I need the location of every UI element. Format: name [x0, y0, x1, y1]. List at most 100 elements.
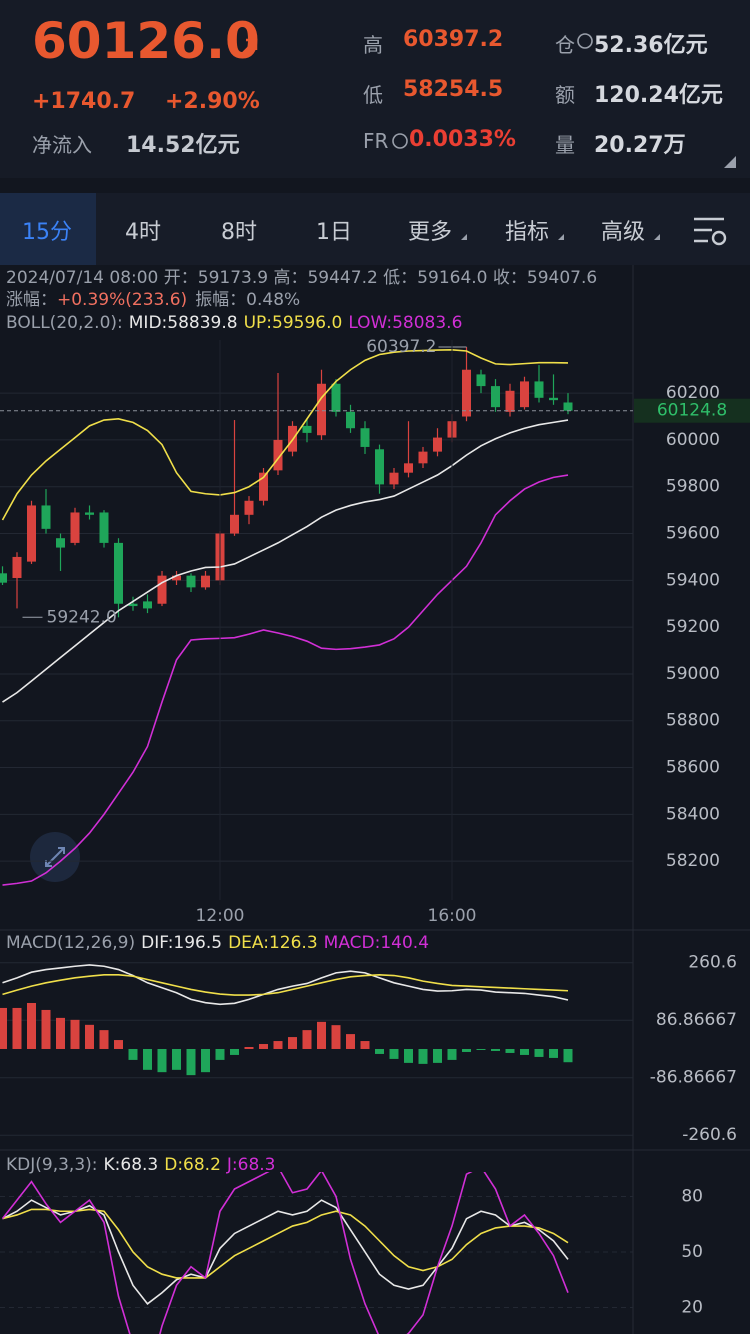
value: 14.52亿元: [126, 133, 240, 158]
info-line: 2024/07/14 08:00 开：59173.9 高：59447.2 低：5…: [6, 268, 597, 288]
histogram-bar: [201, 1048, 210, 1073]
y-tick-label: 60200: [666, 383, 720, 403]
histogram-bar: [447, 1048, 457, 1060]
y-tick-label: 58400: [666, 804, 720, 824]
dropdown-icons: [461, 234, 660, 240]
corner-icon: [724, 156, 736, 168]
label: 额: [555, 83, 575, 107]
histogram-bar: [360, 1041, 370, 1049]
histogram-bar: [27, 1002, 36, 1049]
info-line: 涨幅：+0.39%(233.6) 振幅：0.48%: [6, 290, 300, 310]
y-tick-label: 86.86667: [656, 1010, 737, 1030]
line: [1, 1172, 569, 1334]
histogram-bar: [404, 1048, 413, 1063]
histogram-bar: [85, 1024, 94, 1049]
x-tick-label: 12:00: [196, 906, 245, 926]
label: 量: [555, 133, 575, 157]
candle-body: [230, 514, 239, 534]
settings-icon[interactable]: [694, 217, 727, 246]
legend-item: D:68.2: [164, 1155, 221, 1175]
y-tick-label: 58800: [666, 711, 720, 731]
histogram-bar: [157, 1048, 167, 1073]
candle-body: [375, 449, 384, 485]
candle-body: [186, 575, 196, 588]
line: [1, 349, 569, 521]
tab[interactable]: 8时: [221, 220, 257, 245]
histogram-bar: [534, 1048, 544, 1057]
legend-item: K:68.3: [104, 1155, 159, 1175]
legend-title: KDJ(9,3,3):: [6, 1155, 98, 1175]
histogram-bar: [433, 1048, 442, 1063]
label: 仓: [555, 33, 575, 57]
histogram-bar: [346, 1034, 355, 1049]
plot: [1, 1172, 569, 1334]
candle-body: [27, 505, 36, 562]
line: [2, 974, 569, 996]
candle-body: [85, 512, 94, 515]
tab[interactable]: 1日: [316, 220, 352, 245]
candle-body: [534, 381, 544, 398]
candle-body: [201, 575, 210, 588]
line: [2, 1199, 569, 1305]
value: 120.24亿元: [594, 83, 723, 108]
value: +0.39%(233.6): [57, 290, 187, 310]
candle-body: [259, 472, 268, 501]
candle-body: [418, 451, 428, 464]
y-tick-label: 59400: [666, 570, 720, 590]
legend-title: BOLL(20,2.0):: [6, 313, 123, 333]
legend-item: DIF:196.5: [141, 933, 222, 953]
x-tick-label: 16:00: [428, 906, 477, 926]
histogram-bar: [259, 1044, 268, 1049]
candle-body: [70, 512, 80, 543]
value: 60397.2: [403, 27, 504, 52]
histogram-bar: [317, 1021, 326, 1049]
expand-icon: [45, 847, 65, 867]
histogram-bar: [520, 1048, 529, 1055]
tab[interactable]: 4时: [125, 220, 161, 245]
y-tick-label: 50: [681, 1242, 703, 1262]
y-tick-label: 59200: [666, 617, 720, 637]
histogram-bar: [143, 1048, 152, 1070]
histogram-bar: [563, 1048, 573, 1063]
candle-body: [433, 437, 442, 452]
value: 0.0033%: [409, 127, 516, 152]
tab[interactable]: 15分: [22, 220, 72, 245]
candle-body: [172, 575, 181, 581]
candle-body: [331, 383, 341, 412]
histogram-bar: [215, 1048, 225, 1060]
histogram-bar: [288, 1037, 297, 1049]
candle-body: [302, 425, 312, 433]
legend-item: MACD:140.4: [324, 933, 429, 953]
annotation: 60397.2: [366, 337, 436, 357]
value: 52.36亿元: [594, 33, 708, 58]
legend-item: J:68.3: [226, 1155, 276, 1175]
tab[interactable]: 高级: [600, 220, 646, 245]
candle-body: [360, 428, 370, 447]
candle-body: [143, 601, 152, 609]
y-tick-label: 59600: [666, 524, 720, 544]
histogram-bar: [0, 1007, 7, 1049]
candle-body: [549, 397, 558, 401]
legend: KDJ(9,3,3): K:68.3 D:68.2 J:68.3: [6, 1155, 276, 1175]
tab[interactable]: 更多: [407, 220, 453, 245]
candle-body: [114, 542, 123, 604]
candle-body: [346, 411, 355, 429]
legend-item: UP:59596.0: [244, 313, 343, 333]
candle-body: [505, 390, 515, 412]
tab[interactable]: 指标: [504, 220, 550, 245]
legend-item: LOW:58083.6: [348, 313, 462, 333]
histogram-bar: [491, 1048, 500, 1051]
legend-item: MID:58839.8: [129, 313, 238, 333]
up-arrow: [239, 38, 258, 57]
histogram-bar: [549, 1048, 558, 1058]
candle-body: [563, 402, 573, 411]
candle-body: [317, 383, 326, 436]
value: 20.27万: [594, 133, 686, 158]
y-tick-label: 60000: [666, 430, 720, 450]
candle-body: [389, 472, 399, 485]
value: 58254.5: [403, 77, 504, 102]
candle-body: [99, 512, 109, 543]
candle-body: [462, 369, 471, 417]
value: 振幅：0.48%: [195, 290, 300, 310]
